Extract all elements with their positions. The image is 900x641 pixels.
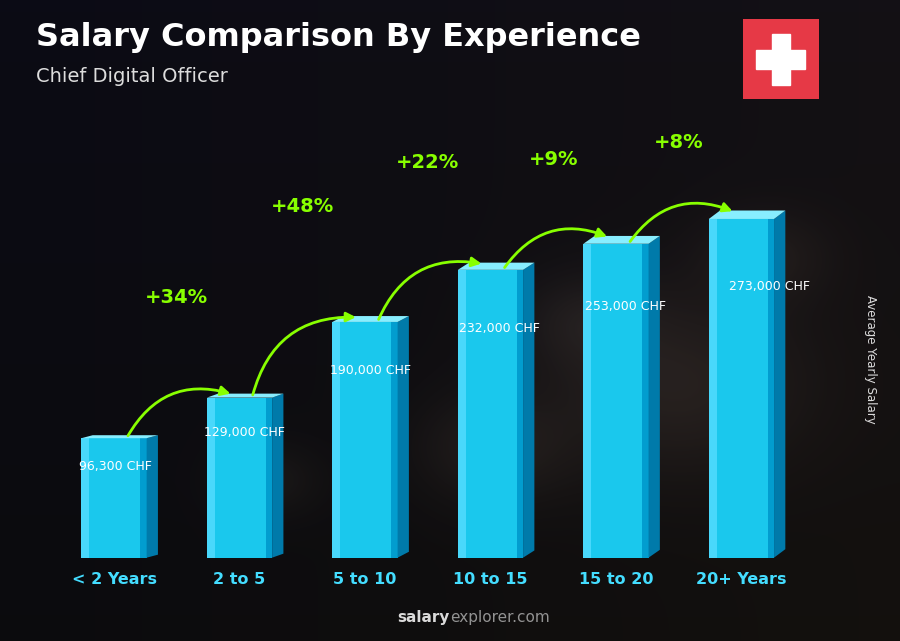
Text: +9%: +9% xyxy=(528,150,578,169)
Text: 96,300 CHF: 96,300 CHF xyxy=(79,460,152,472)
Text: Salary Comparison By Experience: Salary Comparison By Experience xyxy=(36,22,641,53)
Text: +8%: +8% xyxy=(654,133,704,152)
Text: +22%: +22% xyxy=(396,153,459,172)
Text: +34%: +34% xyxy=(145,288,208,307)
Bar xyxy=(709,219,716,558)
Bar xyxy=(458,270,465,558)
Text: Average Yearly Salary: Average Yearly Salary xyxy=(865,295,878,423)
Text: 190,000 CHF: 190,000 CHF xyxy=(329,364,410,378)
Bar xyxy=(583,244,591,558)
FancyArrowPatch shape xyxy=(379,258,479,319)
Bar xyxy=(81,438,89,558)
Text: Chief Digital Officer: Chief Digital Officer xyxy=(36,67,228,87)
FancyArrowPatch shape xyxy=(128,387,228,436)
Bar xyxy=(642,244,649,558)
Bar xyxy=(140,438,147,558)
Polygon shape xyxy=(81,435,158,438)
Bar xyxy=(458,270,523,558)
Polygon shape xyxy=(147,435,158,558)
Bar xyxy=(392,322,398,558)
Polygon shape xyxy=(774,210,786,558)
Polygon shape xyxy=(583,236,660,244)
Bar xyxy=(709,219,774,558)
Bar xyxy=(583,244,649,558)
Polygon shape xyxy=(272,394,284,558)
Text: 232,000 CHF: 232,000 CHF xyxy=(459,322,540,335)
Bar xyxy=(771,33,790,85)
Text: salary: salary xyxy=(398,610,450,625)
FancyArrowPatch shape xyxy=(505,229,604,267)
Bar xyxy=(207,397,272,558)
Bar xyxy=(332,322,340,558)
Bar xyxy=(768,219,774,558)
Bar xyxy=(517,270,523,558)
Polygon shape xyxy=(332,316,409,322)
Polygon shape xyxy=(398,316,409,558)
Bar xyxy=(756,50,806,69)
Bar xyxy=(207,397,215,558)
Bar xyxy=(266,397,272,558)
Text: explorer.com: explorer.com xyxy=(450,610,550,625)
Text: 129,000 CHF: 129,000 CHF xyxy=(204,426,285,440)
Text: 273,000 CHF: 273,000 CHF xyxy=(729,280,810,293)
Polygon shape xyxy=(709,210,786,219)
Bar xyxy=(332,322,398,558)
Polygon shape xyxy=(523,263,535,558)
Text: 253,000 CHF: 253,000 CHF xyxy=(585,300,666,313)
Polygon shape xyxy=(207,394,284,397)
Polygon shape xyxy=(458,263,535,270)
Text: +48%: +48% xyxy=(271,197,334,216)
FancyArrowPatch shape xyxy=(630,203,730,242)
Bar xyxy=(81,438,147,558)
FancyArrowPatch shape xyxy=(253,313,353,395)
Polygon shape xyxy=(649,236,660,558)
